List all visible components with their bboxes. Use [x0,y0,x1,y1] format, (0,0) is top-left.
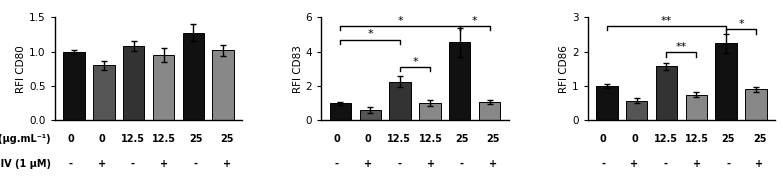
Bar [716,43,737,120]
Y-axis label: RFI CD86: RFI CD86 [559,45,569,93]
Text: *: * [738,19,744,29]
Text: 25: 25 [189,134,202,144]
Text: *: * [397,16,403,26]
Text: 0: 0 [365,134,371,144]
Text: **: ** [661,16,672,26]
Text: 12.5: 12.5 [654,134,678,144]
Text: +: + [161,159,168,169]
Text: 25: 25 [455,134,469,144]
Text: 25: 25 [752,134,767,144]
Text: +: + [630,159,639,169]
Text: 25: 25 [486,134,500,144]
Text: 25: 25 [220,134,233,144]
Text: 0: 0 [99,134,105,144]
Bar [745,89,767,120]
Text: -: - [601,159,605,169]
Text: -: - [460,159,464,169]
Text: -: - [664,159,668,169]
Bar [686,95,707,120]
Text: *: * [472,16,478,26]
Text: -: - [397,159,402,169]
Text: 12.5: 12.5 [685,134,709,144]
Text: -: - [193,159,197,169]
Text: 0: 0 [334,134,340,144]
Text: 25: 25 [721,134,735,144]
Bar [330,103,352,120]
Bar [655,66,677,120]
Text: Syk inhibitor IV (1 µM): Syk inhibitor IV (1 µM) [0,159,51,169]
Text: 0: 0 [600,134,607,144]
Text: SAS-NPs (µg.mL⁻¹): SAS-NPs (µg.mL⁻¹) [0,134,51,144]
Bar [626,101,648,120]
Text: +: + [222,159,231,169]
Text: -: - [131,159,135,169]
Text: 0: 0 [67,134,74,144]
Text: -: - [68,159,73,169]
Bar [389,82,411,120]
Text: 12.5: 12.5 [388,134,411,144]
Text: *: * [367,29,373,39]
Y-axis label: RFI CD83: RFI CD83 [293,45,303,93]
Bar [63,52,85,120]
Text: +: + [427,159,435,169]
Bar [478,102,500,120]
Text: **: ** [676,42,687,52]
Text: 0: 0 [631,134,638,144]
Text: +: + [98,159,106,169]
Bar [153,55,175,120]
Bar [596,86,618,120]
Bar [182,33,204,120]
Text: 12.5: 12.5 [152,134,176,144]
Bar [449,42,471,120]
Text: 12.5: 12.5 [419,134,442,144]
Text: 12.5: 12.5 [121,134,145,144]
Text: +: + [756,159,763,169]
Text: *: * [412,57,418,67]
Text: -: - [335,159,339,169]
Bar [212,50,234,120]
Bar [123,46,144,120]
Bar [419,103,441,120]
Text: +: + [489,159,497,169]
Bar [359,110,381,120]
Text: +: + [693,159,701,169]
Y-axis label: RFI CD80: RFI CD80 [16,45,27,93]
Bar [93,65,114,120]
Text: -: - [727,159,731,169]
Text: +: + [364,159,372,169]
